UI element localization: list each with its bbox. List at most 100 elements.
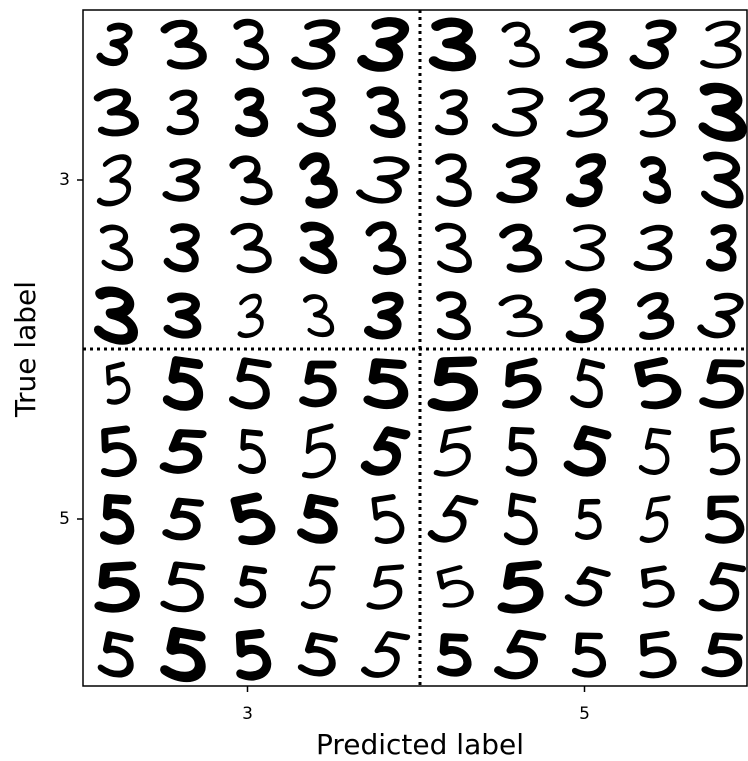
digit-image	[436, 565, 474, 608]
digit-image	[234, 565, 268, 609]
digit-image	[366, 564, 405, 610]
digit-image	[301, 423, 336, 479]
digit-image	[563, 425, 612, 477]
digit-image	[160, 19, 207, 70]
digit-image	[566, 87, 608, 138]
digit-image	[638, 427, 672, 475]
digit-image	[365, 221, 407, 276]
y-axis-label: True label	[9, 281, 42, 418]
x-tick-label: 3	[242, 704, 253, 724]
digit-image	[499, 223, 543, 273]
digit-image	[574, 498, 602, 540]
digit-image	[497, 560, 544, 614]
digit-image	[230, 492, 276, 545]
digit-image	[230, 222, 272, 274]
digit-image	[299, 360, 337, 408]
digit-image	[233, 18, 270, 71]
digit-image	[494, 629, 547, 680]
digit-image	[435, 89, 468, 136]
digit-image	[360, 631, 411, 678]
digit-image	[235, 628, 272, 681]
y-tick-label: 3	[59, 170, 70, 190]
digit-image	[565, 20, 608, 69]
digit-image	[357, 17, 409, 72]
digit-image	[698, 562, 747, 612]
digit-image	[162, 356, 204, 411]
axes-frame	[82, 9, 748, 687]
digit-image	[565, 153, 606, 208]
digit-image	[160, 561, 206, 613]
digit-image	[435, 153, 472, 207]
digit-image	[96, 22, 133, 67]
digit-image	[105, 361, 131, 405]
digit-image	[635, 87, 676, 138]
digit-image	[427, 356, 478, 412]
digit-image	[228, 357, 272, 410]
digit-image	[698, 82, 747, 142]
digit-image	[356, 156, 410, 204]
digit-image	[565, 224, 606, 272]
digit-image	[300, 565, 336, 610]
digit-image	[96, 154, 132, 207]
digit-image	[700, 20, 742, 69]
digit-image	[234, 87, 269, 138]
digit-image	[299, 221, 338, 274]
digit-image	[436, 633, 472, 677]
digit-image	[371, 494, 405, 544]
digit-image	[705, 224, 737, 272]
digit-image	[491, 87, 544, 137]
digit-image	[297, 632, 338, 677]
digit-image	[238, 428, 267, 474]
digit-image	[436, 291, 471, 341]
digit-image	[297, 493, 339, 544]
digit-image	[299, 152, 338, 209]
digit-image	[163, 292, 202, 339]
digit-image	[700, 151, 744, 209]
digit-image	[697, 292, 744, 339]
digit-image	[237, 293, 264, 339]
digit-image	[498, 294, 543, 338]
digit-image	[434, 222, 472, 273]
digit-image	[699, 359, 745, 409]
digit-image	[100, 425, 137, 478]
digit-image	[291, 19, 341, 70]
x-tick-label: 5	[579, 704, 590, 724]
digit-image	[570, 358, 606, 409]
digit-image	[571, 632, 607, 678]
digit-image	[297, 87, 336, 138]
digit-image	[565, 288, 606, 344]
digit-image	[160, 626, 206, 683]
digit-image	[640, 156, 672, 204]
digit-image	[93, 286, 138, 345]
digit-image	[629, 19, 677, 70]
x-axis-label: Predicted label	[316, 728, 524, 761]
digit-image	[360, 426, 411, 476]
digit-image	[166, 89, 199, 136]
digit-image	[503, 492, 538, 546]
digit-image	[302, 294, 335, 338]
digit-image	[639, 495, 671, 543]
y-tick-label: 5	[59, 509, 70, 529]
digit-image	[501, 21, 540, 68]
digit-image	[639, 630, 677, 679]
digit-image	[427, 494, 479, 543]
digit-image	[366, 86, 406, 139]
digit-image	[229, 155, 273, 206]
digit-image	[100, 494, 135, 545]
digit-image	[564, 566, 611, 607]
digit-image	[363, 358, 409, 410]
digit-image	[502, 357, 542, 409]
digit-image	[640, 565, 675, 608]
digit-image	[505, 426, 538, 477]
digit-image	[637, 292, 675, 340]
digit-image	[428, 17, 477, 72]
digit-image	[634, 356, 682, 410]
digit-image	[162, 158, 201, 202]
digit-image	[97, 631, 134, 678]
digit-image	[163, 223, 200, 273]
digit-image	[162, 497, 204, 541]
digit-image	[159, 429, 207, 474]
digit-image	[705, 495, 745, 544]
digit-image	[496, 156, 541, 204]
